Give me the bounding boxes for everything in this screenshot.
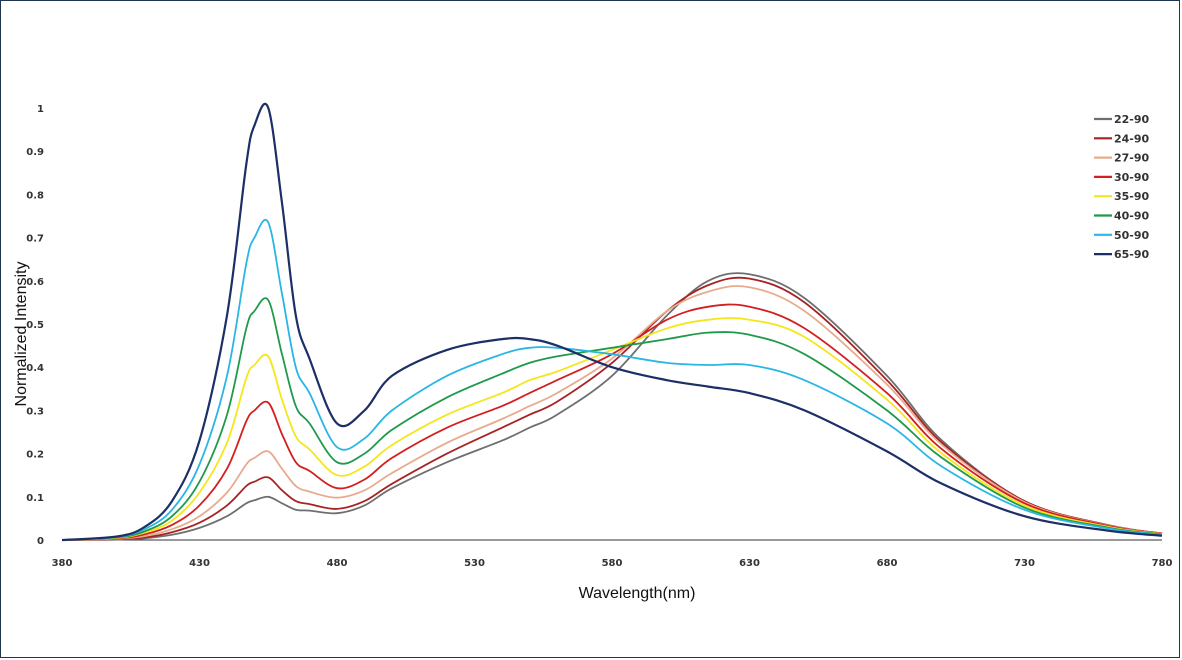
y-tick-label: 0.4 (26, 363, 44, 374)
x-tick-label: 580 (602, 558, 623, 569)
x-axis-ticks: 380 430 480 530 580 630 680 730 780 (52, 558, 1173, 569)
x-tick-label: 630 (739, 558, 760, 569)
y-tick-label: 0.3 (26, 406, 44, 417)
series-line-30-90 (61, 303, 1163, 541)
series-line-40-90 (61, 297, 1163, 541)
legend-label: 65-90 (1114, 248, 1150, 261)
x-axis-title: Wavelength(nm) (579, 585, 696, 602)
x-tick-label: 480 (327, 558, 348, 569)
x-tick-label: 380 (52, 558, 73, 569)
y-tick-label: 0 (37, 536, 44, 547)
legend-label: 50-90 (1114, 229, 1150, 242)
legend: 22-90 24-90 27-90 30-90 35-90 40-90 50-90 65-90 (1094, 113, 1150, 261)
y-tick-label: 0.2 (26, 450, 44, 461)
x-tick-label: 730 (1014, 558, 1035, 569)
legend-label: 22-90 (1114, 113, 1150, 126)
series-line-65-90 (61, 102, 1163, 542)
y-tick-label: 0.8 (26, 190, 44, 201)
x-tick-label: 430 (189, 558, 210, 569)
series-line-22-90 (61, 272, 1163, 541)
series-line-27-90 (61, 285, 1163, 541)
x-tick-label: 530 (464, 558, 485, 569)
legend-label: 35-90 (1114, 190, 1150, 203)
y-tick-label: 0.9 (26, 147, 44, 158)
series-lines (61, 102, 1163, 542)
x-tick-label: 780 (1152, 558, 1173, 569)
legend-label: 27-90 (1114, 152, 1150, 165)
series-line-35-90 (61, 317, 1163, 541)
y-tick-label: 0.6 (26, 277, 44, 288)
y-tick-label: 1 (37, 104, 44, 115)
legend-label: 24-90 (1114, 132, 1150, 145)
y-tick-label: 0.7 (26, 234, 44, 245)
y-tick-label: 0.1 (26, 493, 44, 504)
legend-label: 40-90 (1114, 210, 1150, 223)
y-axis-title: Normalized Intensity (13, 262, 30, 407)
y-tick-label: 0.5 (26, 320, 44, 331)
y-axis-ticks: 0 0.1 0.2 0.3 0.4 0.5 0.6 0.7 0.8 0.9 1 (26, 104, 44, 547)
legend-label: 30-90 (1114, 171, 1150, 184)
series-line-24-90 (61, 276, 1163, 541)
x-tick-label: 680 (877, 558, 898, 569)
series-line-50-90 (61, 219, 1163, 541)
